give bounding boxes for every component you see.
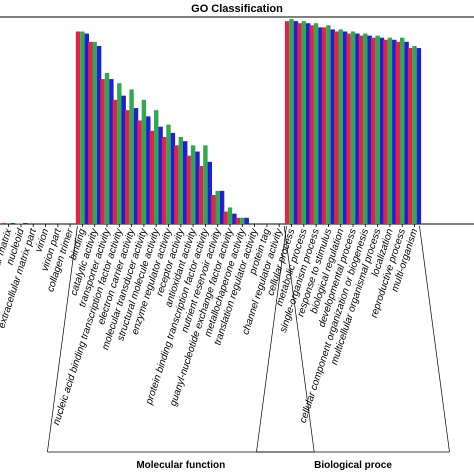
bar-2-9 (117, 83, 122, 225)
bar-2-16 (203, 145, 208, 224)
group-bracket-right-1 (419, 225, 450, 453)
bar-2-10 (129, 89, 134, 224)
bar-1-0 (2, 222, 7, 224)
bar-1-16 (198, 166, 204, 224)
bar-1-6 (75, 31, 81, 224)
bar-3-13 (170, 132, 176, 224)
bar-1-10 (125, 110, 130, 224)
bar-1-29 (358, 35, 364, 224)
bar-3-0 (10, 222, 16, 224)
bar-3-30 (379, 37, 385, 225)
bar-3-24 (306, 23, 311, 225)
bar-2-26 (326, 25, 331, 225)
bar-3-19 (244, 217, 249, 224)
bar-3-17 (219, 190, 225, 224)
group-label-0: Molecular function (136, 460, 225, 471)
bar-1-33 (407, 48, 413, 224)
bar-2-24 (301, 21, 306, 224)
bar-2-6 (80, 31, 85, 224)
bar-1-13 (161, 137, 167, 224)
bar-2-0 (6, 223, 11, 224)
bar-3-25 (318, 27, 323, 224)
group-brackets-layer: Molecular function Biological proce (47, 225, 450, 471)
chart-title: GO Classification (191, 3, 283, 15)
bar-2-12 (154, 110, 159, 224)
bar-1-9 (112, 99, 118, 224)
group-bracket-right-0 (283, 225, 315, 453)
bar-2-13 (166, 124, 171, 224)
bar-2-8 (104, 72, 110, 224)
bar-1-26 (321, 27, 327, 224)
bar-1-23 (284, 21, 290, 224)
bar-1-12 (149, 130, 154, 224)
bar-3-18 (232, 213, 237, 224)
group-label-1: Biological proce (314, 460, 392, 471)
bar-3-33 (416, 48, 422, 224)
bar-3-10 (133, 108, 139, 224)
group-bracket-left-0 (47, 225, 78, 453)
bar-3-6 (84, 33, 89, 225)
bar-1-11 (137, 120, 142, 224)
bar-3-28 (355, 33, 360, 225)
bar-3-31 (392, 39, 397, 224)
bar-3-1 (23, 222, 28, 224)
bar-1-25 (309, 25, 314, 225)
bar-2-32 (400, 37, 405, 225)
bar-3-14 (183, 141, 188, 224)
bar-2-17 (215, 190, 220, 224)
bar-3-29 (367, 35, 372, 224)
bar-1-7 (88, 41, 93, 225)
bar-1-19 (235, 217, 241, 224)
bar-3-26 (330, 29, 335, 225)
bar-1-28 (346, 33, 351, 225)
group-bracket-left-1 (256, 225, 287, 453)
bar-3-15 (195, 151, 200, 224)
bar-2-28 (350, 31, 356, 224)
bar-1-31 (383, 39, 388, 224)
bar-3-12 (158, 126, 163, 224)
bar-3-11 (146, 116, 151, 224)
bar-2-25 (313, 23, 319, 225)
bar-2-31 (387, 37, 393, 225)
bar-1-32 (395, 41, 400, 225)
bar-3-9 (121, 95, 126, 224)
bar-2-11 (141, 99, 147, 224)
bar-1-24 (297, 23, 302, 225)
bar-3-8 (109, 79, 114, 224)
bar-2-7 (92, 41, 97, 225)
bar-1-15 (186, 155, 191, 224)
bars-layer (2, 19, 422, 225)
bar-1-18 (223, 211, 228, 224)
bar-2-27 (338, 29, 343, 225)
bar-2-29 (363, 33, 368, 225)
bar-2-23 (289, 19, 294, 224)
bar-2-19 (240, 217, 245, 224)
bar-1-17 (211, 195, 216, 224)
bar-3-27 (342, 31, 348, 224)
bar-3-7 (96, 45, 102, 225)
bar-2-33 (412, 45, 417, 225)
bar-2-30 (375, 35, 380, 224)
bar-3-23 (293, 21, 299, 224)
bar-2-18 (227, 207, 233, 224)
bar-3-16 (207, 161, 212, 224)
bar-2-14 (178, 137, 183, 224)
bar-1-8 (100, 79, 105, 224)
bar-1-30 (371, 37, 376, 225)
bar-1-27 (334, 31, 339, 224)
bar-2-15 (190, 145, 196, 224)
bar-3-32 (404, 41, 409, 225)
bar-1-14 (174, 145, 179, 224)
